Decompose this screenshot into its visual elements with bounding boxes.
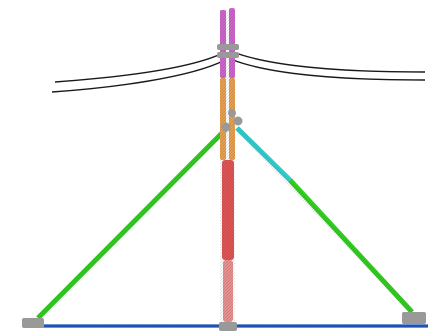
right-brace	[235, 126, 414, 314]
overhead-conductors	[51, 51, 426, 93]
pole	[220, 8, 235, 322]
brace-connector-center	[228, 109, 236, 117]
left-brace	[36, 126, 229, 320]
crossarm-clamp-lower	[217, 52, 239, 58]
right-anchor-plate	[402, 312, 426, 324]
pole-base-plate	[219, 322, 237, 331]
conductor-right-upper	[232, 51, 426, 73]
hardware	[22, 44, 426, 331]
conductor-left-upper	[54, 51, 226, 83]
conductor-right-lower	[232, 59, 426, 81]
brace-connector-right	[233, 116, 243, 126]
brace-connector-left	[221, 122, 231, 132]
left-anchor-plate	[22, 318, 44, 328]
conductor-left-lower	[51, 59, 226, 93]
crossarm-clamp-upper	[217, 44, 239, 50]
